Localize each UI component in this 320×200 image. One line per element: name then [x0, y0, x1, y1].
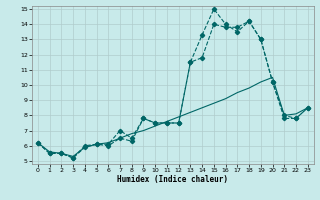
X-axis label: Humidex (Indice chaleur): Humidex (Indice chaleur) — [117, 175, 228, 184]
